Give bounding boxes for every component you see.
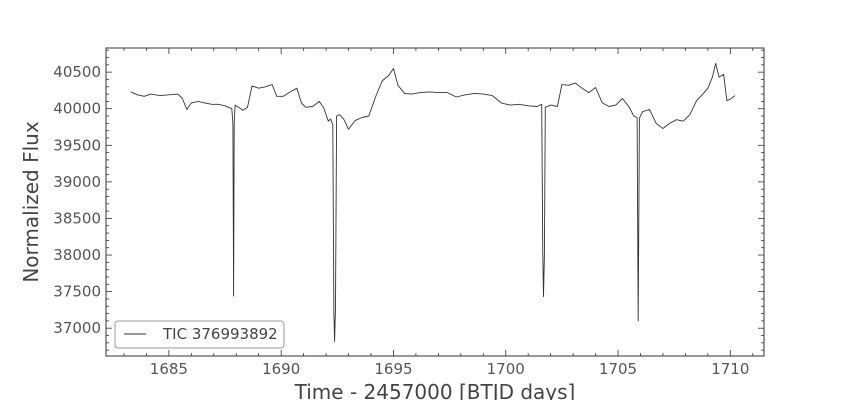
legend: TIC 376993892	[114, 320, 285, 349]
y-tick-label: 39500	[53, 136, 101, 154]
y-tick-label: 37500	[53, 283, 101, 301]
x-tick-label: 1690	[262, 360, 300, 378]
legend-box	[114, 320, 285, 349]
x-tick-label: 1705	[599, 360, 637, 378]
y-tick-label: 40000	[53, 100, 101, 118]
y-tick-label: 40500	[53, 63, 101, 81]
x-tick-label: 1685	[150, 360, 188, 378]
y-tick-label: 38500	[53, 209, 101, 227]
series-line-tic-376993892	[130, 62, 736, 342]
x-axis-label: Time - 2457000 [BTJD days]	[294, 380, 576, 400]
plot-frame	[105, 47, 765, 357]
legend-label: TIC 376993892	[162, 325, 278, 343]
x-tick-label: 1710	[711, 360, 749, 378]
y-tick-label: 39000	[53, 173, 101, 191]
y-tick-label: 38000	[53, 246, 101, 264]
y-tick-label: 37000	[53, 319, 101, 337]
x-tick-label: 1695	[374, 360, 412, 378]
x-tick-label: 1700	[487, 360, 525, 378]
y-axis-label: Normalized Flux	[19, 121, 43, 283]
y-axis-ticks: 37000 37500 38000 38500 39000 39500 40000 40500	[53, 49, 764, 351]
x-axis-ticks: 1685 1690 1695 1700 1705 1710	[123, 48, 754, 378]
